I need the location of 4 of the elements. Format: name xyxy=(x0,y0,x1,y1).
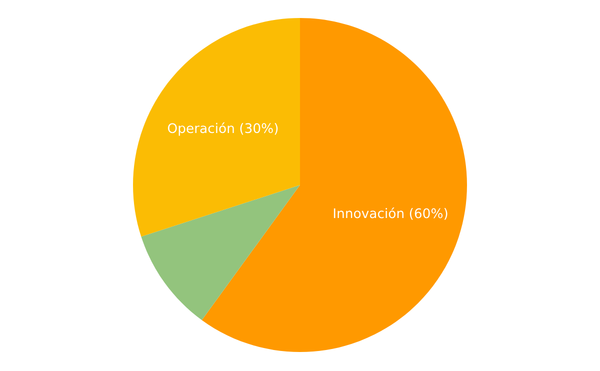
slice-label: Operación (30%) xyxy=(168,122,278,136)
pie-slice xyxy=(133,18,300,237)
pie-slice xyxy=(141,185,300,320)
slice-label: Innovación (60%) xyxy=(334,208,448,220)
